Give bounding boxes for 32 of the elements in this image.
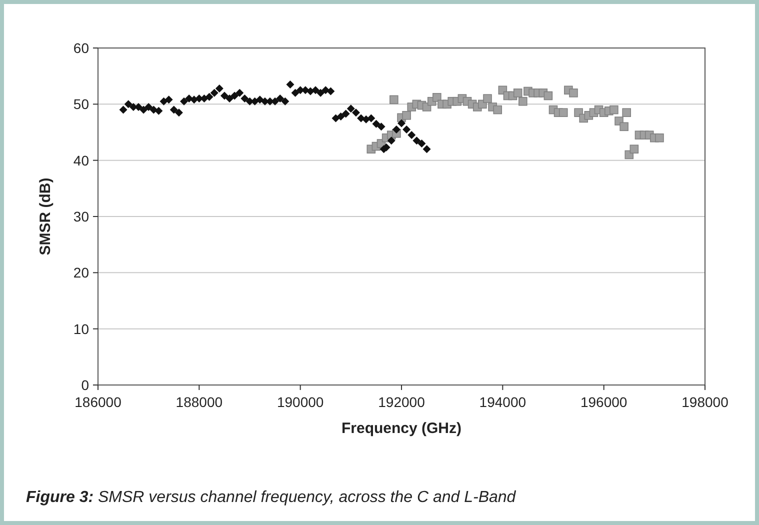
- point: [544, 91, 553, 100]
- x-tick-label: 186000: [74, 394, 122, 410]
- y-tick-label: 40: [73, 152, 90, 168]
- point: [569, 88, 578, 98]
- point: [630, 144, 639, 154]
- point: [513, 88, 522, 98]
- point: [493, 105, 502, 114]
- y-tick-label: 10: [73, 320, 90, 337]
- y-tick-label: 0: [81, 377, 90, 393]
- x-tick-label: 194000: [479, 394, 526, 410]
- point: [655, 133, 664, 142]
- point: [402, 111, 411, 120]
- point: [518, 96, 528, 106]
- y-tick-label: 20: [73, 264, 90, 281]
- x-tick-label: 196000: [580, 394, 628, 410]
- x-tick-label: 198000: [682, 394, 729, 410]
- x-tick-label: 192000: [378, 394, 426, 410]
- point: [620, 122, 628, 132]
- point: [483, 94, 492, 103]
- y-tick-label: 30: [73, 208, 90, 224]
- caption: Figure 3: SMSR versus channel frequency, across the C and L-Band: [26, 489, 517, 506]
- x-axis-title: Frequency (GHz): [341, 420, 462, 437]
- point: [390, 95, 398, 104]
- x-tick-label: 188000: [176, 394, 223, 410]
- x-tick-label: 190000: [276, 394, 324, 410]
- point: [610, 105, 618, 114]
- y-tick-label: 60: [73, 40, 90, 56]
- point: [432, 93, 442, 102]
- y-tick-label: 50: [73, 96, 90, 112]
- point: [558, 108, 568, 117]
- point: [622, 108, 631, 117]
- y-axis-title: SMSR (dB): [37, 178, 54, 256]
